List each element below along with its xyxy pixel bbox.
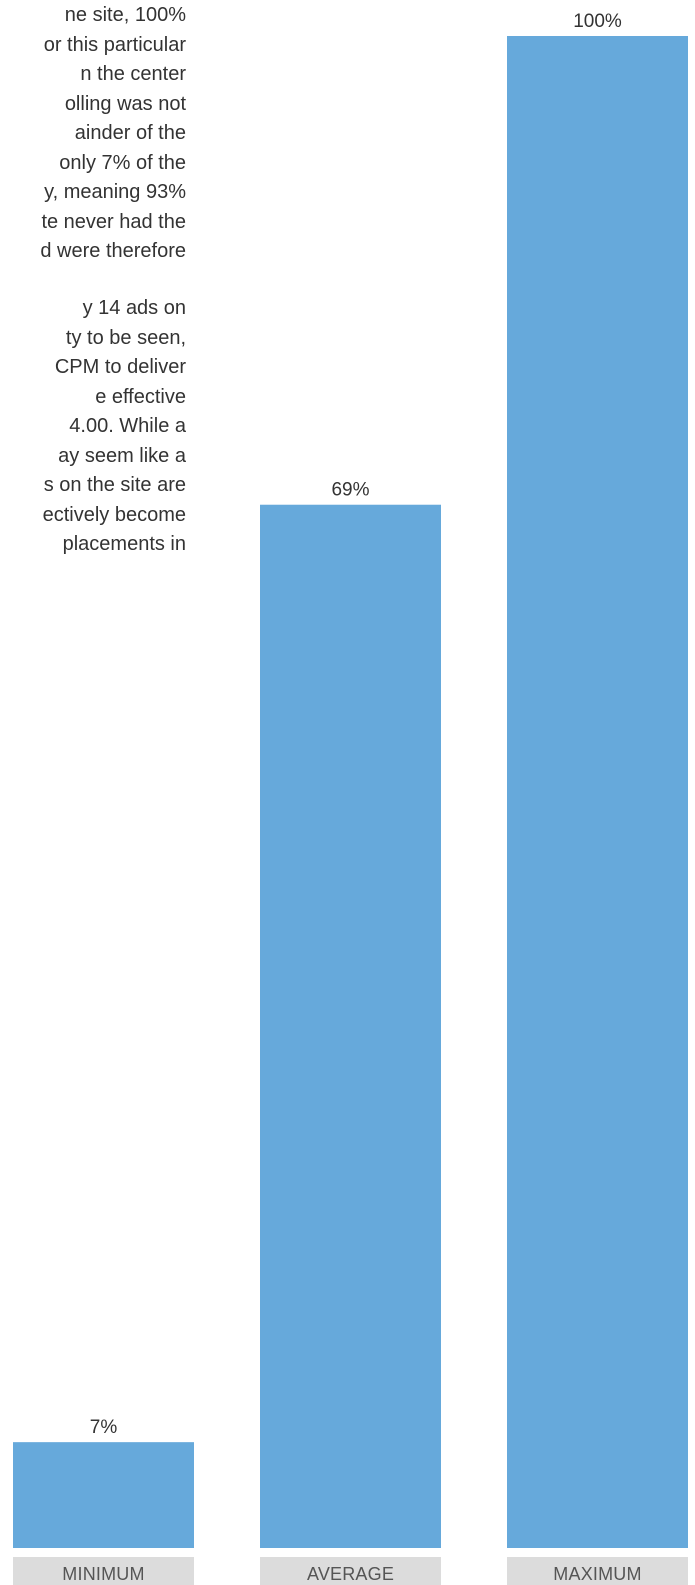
article-text-line: y, meaning 93% bbox=[44, 181, 186, 203]
article-text-line: ne site, 100% bbox=[64, 4, 186, 26]
category-label-maximum: MAXIMUM bbox=[553, 1564, 641, 1584]
article-text-line: ainder of the bbox=[74, 122, 186, 144]
category-band-minimum bbox=[13, 1557, 194, 1585]
article-text-line: d were therefore bbox=[40, 240, 186, 262]
article-text-line: placements in bbox=[62, 533, 186, 555]
article-paragraph: y 14 ads on ty to be seen, CPM to delive… bbox=[0, 293, 186, 559]
article-text-line: s on the site are bbox=[43, 474, 186, 496]
article-text-line: olling was not bbox=[64, 92, 186, 115]
category-band-average bbox=[260, 1557, 441, 1585]
category-label-minimum: MINIMUM bbox=[62, 1564, 144, 1584]
article-text-line: ectively become bbox=[42, 503, 186, 526]
data-label-minimum: 7% bbox=[90, 1417, 118, 1438]
article-text-line: ty to be seen, bbox=[65, 326, 186, 349]
article-paragraph: ne site, 100% or this particular n the c… bbox=[0, 0, 186, 266]
article-text-line: e effective bbox=[95, 385, 186, 408]
bar-average bbox=[260, 504, 441, 1549]
article-text-line: or this particular bbox=[43, 33, 186, 56]
category-band-maximum bbox=[507, 1557, 688, 1585]
article-text-line: only 7% of the bbox=[59, 151, 186, 174]
category-label-average: AVERAGE bbox=[307, 1564, 394, 1584]
article-text-line: ay seem like a bbox=[58, 444, 186, 467]
bar-minimum bbox=[13, 1442, 194, 1548]
article-text-line: 4.00. While a bbox=[69, 415, 186, 437]
article-text-line: CPM to deliver bbox=[54, 356, 186, 378]
article-text-line: te never had the bbox=[41, 210, 186, 233]
article-text-line: y 14 ads on bbox=[82, 297, 186, 319]
article-text-fragment: ne site, 100% or this particular n the c… bbox=[0, 0, 186, 559]
bar-maximum bbox=[507, 36, 688, 1548]
article-text-line: n the center bbox=[80, 63, 186, 85]
data-label-maximum: 100% bbox=[573, 11, 622, 32]
data-label-average: 69% bbox=[331, 480, 369, 501]
